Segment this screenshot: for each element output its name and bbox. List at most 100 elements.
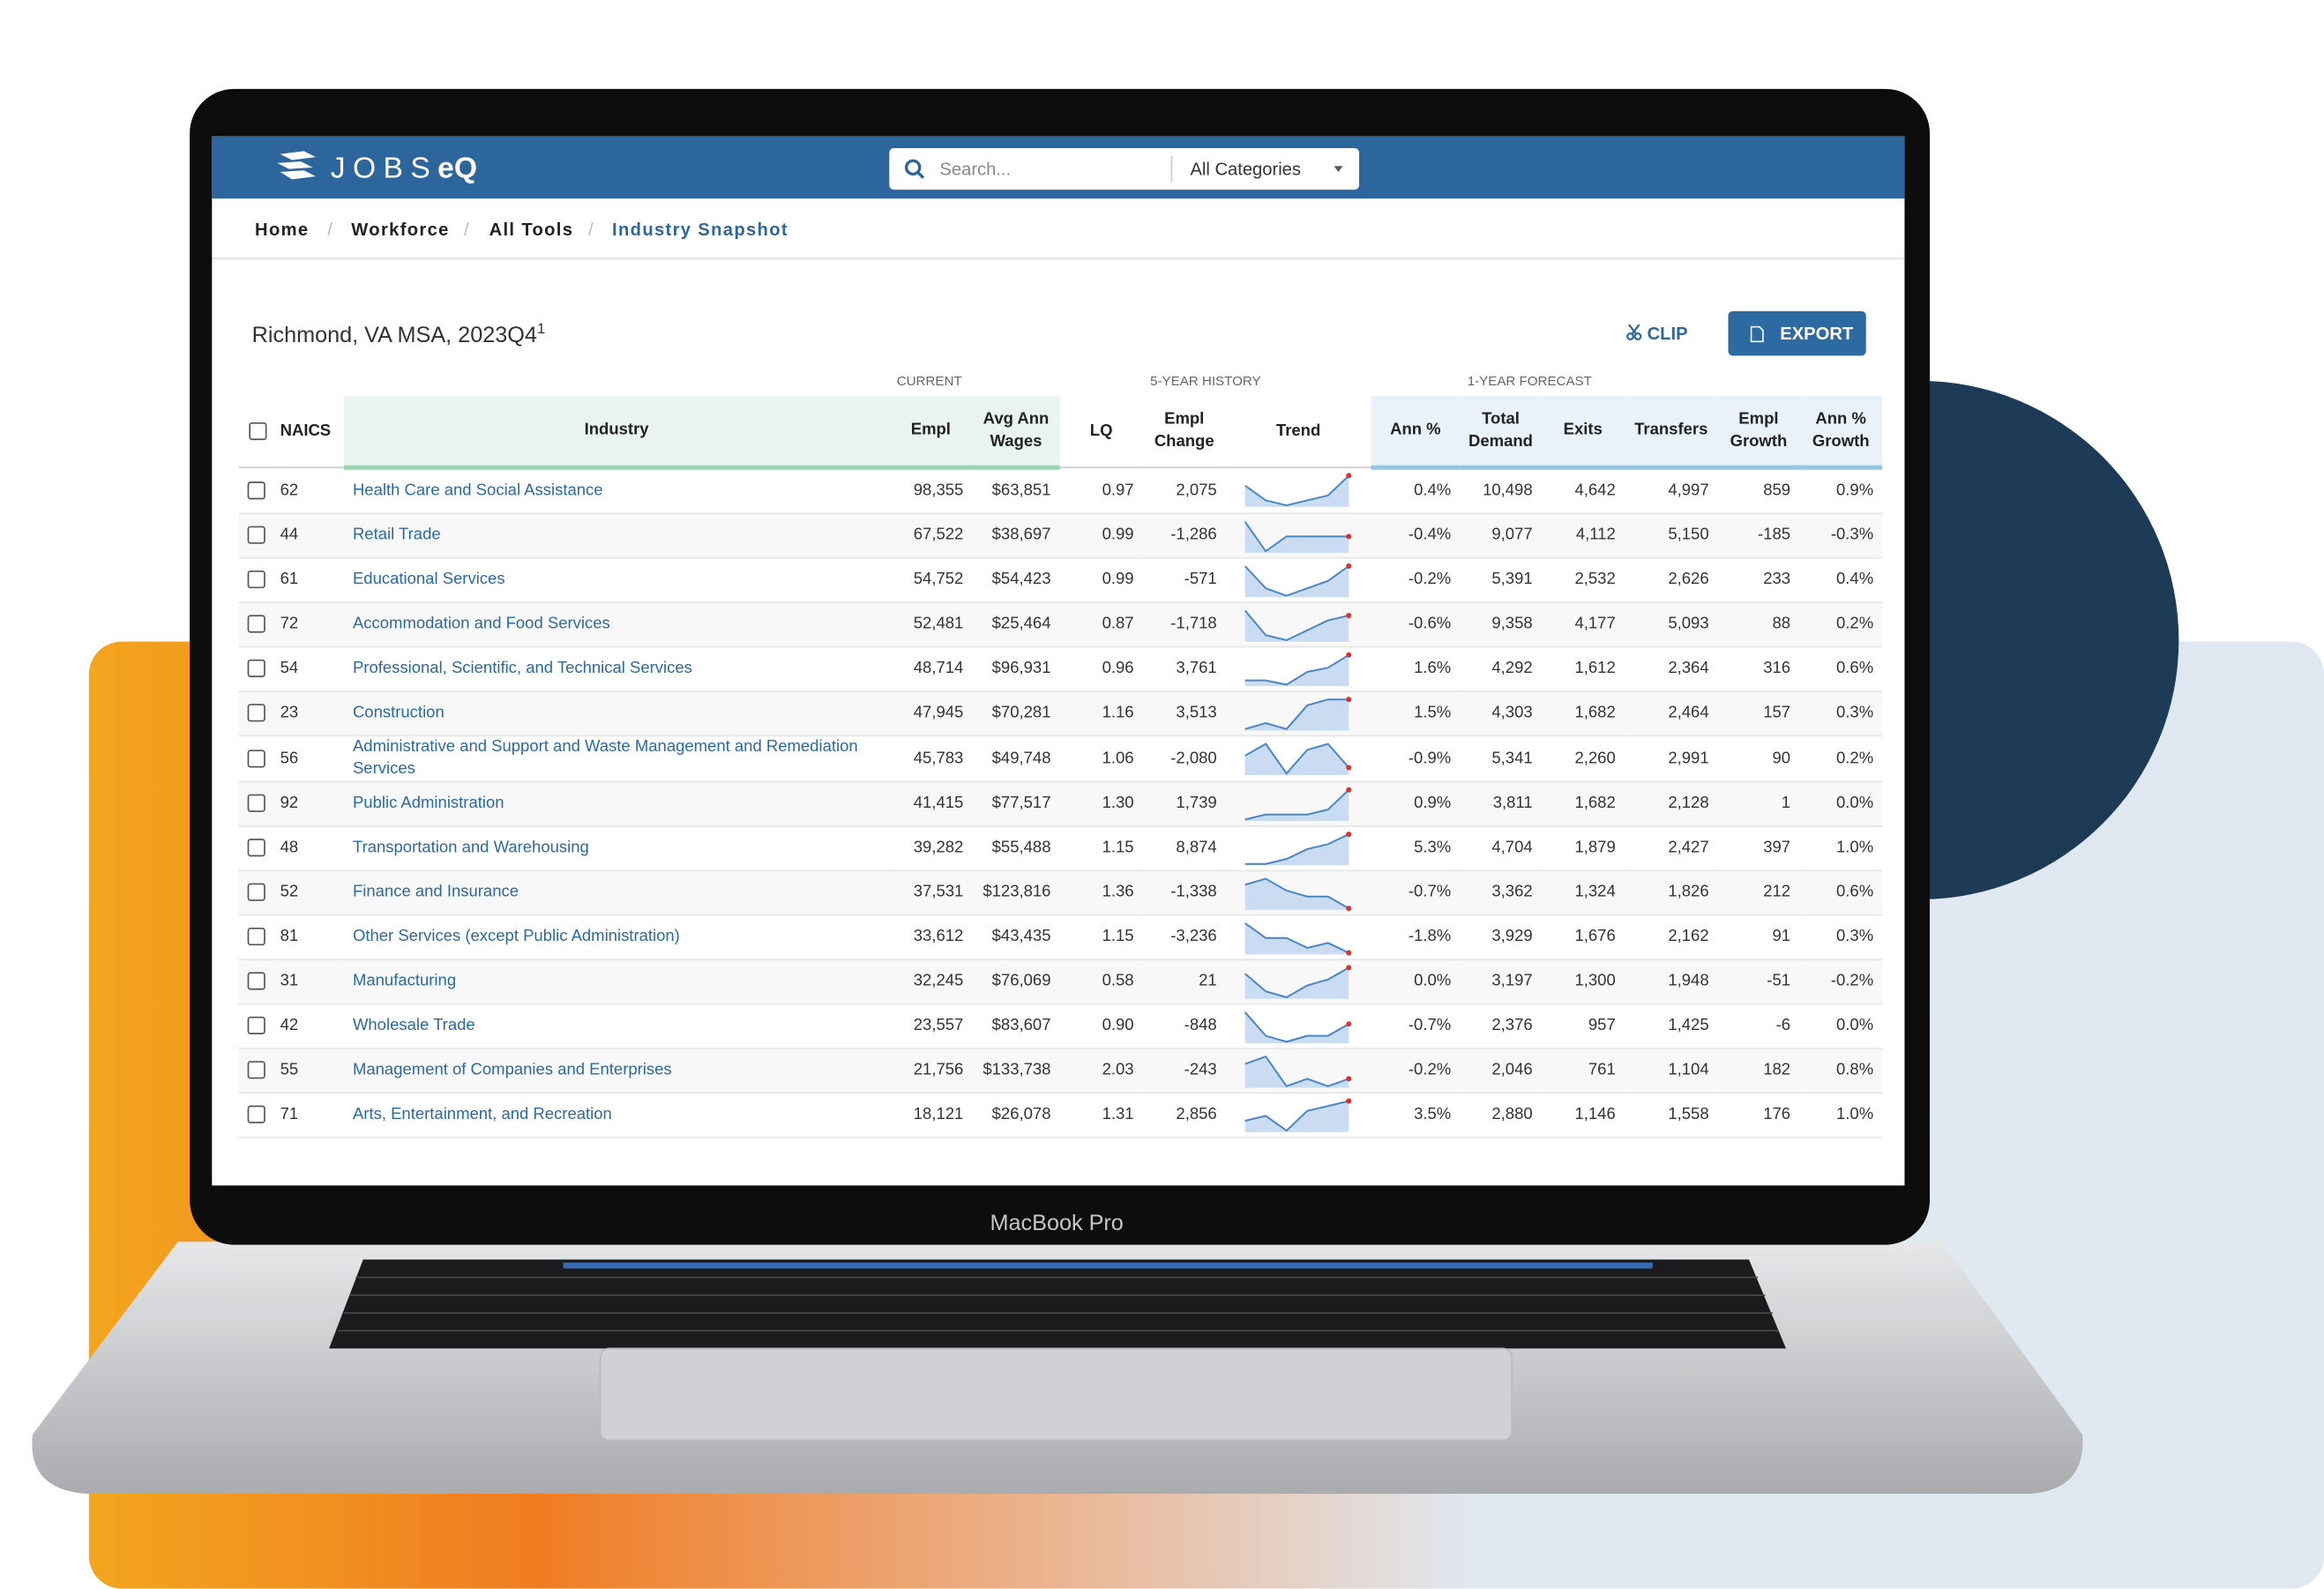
cell-value: 4,292 <box>1460 646 1542 692</box>
industry-table: NAICS Industry Empl Avg Ann Wages LQ Empl Cha… <box>238 395 1883 1138</box>
checkbox[interactable] <box>247 659 265 678</box>
naics-code: 56 <box>275 735 344 783</box>
trend-cell <box>1225 690 1371 737</box>
column-header: Empl <box>889 395 973 470</box>
cell-value: -1,286 <box>1142 513 1226 559</box>
cell-value: 1,104 <box>1624 1048 1718 1094</box>
industry-link[interactable]: Wholesale Trade <box>343 1003 890 1049</box>
cell-value: 5,341 <box>1460 735 1542 783</box>
cell-value: 41,415 <box>889 781 973 827</box>
sparkline-line <box>1244 1011 1349 1042</box>
checkbox[interactable] <box>247 1016 265 1035</box>
cell-value: $26,078 <box>972 1093 1060 1138</box>
cell-value: -3,236 <box>1142 914 1226 960</box>
industry-link[interactable]: Public Administration <box>343 781 890 827</box>
cell-value: -185 <box>1717 513 1800 559</box>
industry-link[interactable]: Retail Trade <box>343 513 890 559</box>
cell-value: 0.6% <box>1799 870 1883 916</box>
breadcrumb[interactable]: Home <box>255 219 310 241</box>
industry-link[interactable]: Educational Services <box>343 557 890 603</box>
dropdown-caret <box>1334 166 1343 172</box>
cell-value: $54,423 <box>972 557 1060 603</box>
sparkline-line <box>1244 832 1349 864</box>
checkbox[interactable] <box>247 794 265 813</box>
cell-value: 957 <box>1541 1003 1625 1049</box>
cell-value: 5,093 <box>1624 602 1718 648</box>
industry-link[interactable]: Accommodation and Food Services <box>343 602 890 648</box>
cell-value: 0.99 <box>1059 513 1143 559</box>
naics-code: 52 <box>275 870 344 916</box>
cell-value: -0.6% <box>1371 602 1461 648</box>
cell-value: 0.58 <box>1059 959 1143 1005</box>
checkbox[interactable] <box>247 883 265 901</box>
checkbox[interactable] <box>247 704 265 722</box>
cell-value: 10,498 <box>1460 467 1542 515</box>
table-row: 54 Professional, Scientific, and Technica… <box>238 646 1883 692</box>
industry-link[interactable]: Arts, Entertainment, and Recreation <box>343 1093 890 1138</box>
checkbox[interactable] <box>248 421 266 440</box>
industry-link[interactable]: Transportation and Warehousing <box>343 825 890 872</box>
checkbox[interactable] <box>247 481 265 499</box>
table-row: 42 Wholesale Trade 23,557 $83,607 0.90 -848 -0… <box>238 1003 1883 1049</box>
cell-value: -0.2% <box>1371 1048 1461 1094</box>
breadcrumb[interactable]: All Tools <box>489 219 574 241</box>
table-row: 72 Accommodation and Food Services 52,481 $… <box>238 602 1883 648</box>
naics-code: 81 <box>275 914 344 960</box>
naics-code: 92 <box>275 781 344 827</box>
cell-value: 0.8% <box>1799 1048 1883 1094</box>
sparkline-line <box>1244 1099 1349 1131</box>
checkbox[interactable] <box>247 571 265 589</box>
checkbox[interactable] <box>247 972 265 990</box>
trend-cell <box>1225 825 1371 872</box>
sparkline-line <box>1244 564 1349 596</box>
cell-value: 21 <box>1142 959 1226 1005</box>
cell-value: 2,260 <box>1541 735 1625 783</box>
cell-value: $83,607 <box>972 1003 1060 1049</box>
clip-button[interactable]: CLIP <box>1626 323 1688 344</box>
industry-link[interactable]: Construction <box>343 690 890 737</box>
trend-cell <box>1225 1093 1371 1138</box>
breadcrumb[interactable]: Workforce <box>351 219 450 241</box>
cell-value: -6 <box>1717 1003 1800 1049</box>
checkbox[interactable] <box>247 526 265 544</box>
column-header: Trend <box>1225 395 1371 469</box>
category-select[interactable]: All Categories <box>1190 158 1301 180</box>
checkbox[interactable] <box>247 839 265 857</box>
search-box[interactable]: Search... All Categories <box>889 148 1360 190</box>
cell-value: 2,427 <box>1624 825 1718 872</box>
checkbox[interactable] <box>247 749 265 767</box>
industry-link[interactable]: Finance and Insurance <box>343 870 890 916</box>
cell-value: 4,997 <box>1624 467 1718 515</box>
trend-cell <box>1225 513 1371 559</box>
industry-link[interactable]: Management of Companies and Enterprises <box>343 1048 890 1094</box>
cell-value: 52,481 <box>889 602 973 648</box>
sparkline-area <box>1244 1011 1349 1043</box>
cell-value: 233 <box>1717 557 1800 603</box>
checkbox[interactable] <box>247 1061 265 1079</box>
cell-value: 3,197 <box>1460 959 1542 1005</box>
industry-link[interactable]: Administrative and Support and Waste Man… <box>343 735 890 783</box>
checkbox-cell <box>238 1093 276 1138</box>
sparkline-line <box>1244 877 1349 909</box>
cell-value: 33,612 <box>889 914 973 960</box>
sparkline-end <box>1346 831 1352 837</box>
sparkline <box>1244 1097 1352 1132</box>
cell-value: 90 <box>1717 735 1800 783</box>
checkbox[interactable] <box>247 615 265 633</box>
export-button[interactable]: EXPORT <box>1728 310 1866 356</box>
checkbox[interactable] <box>247 1105 265 1123</box>
cell-value: 0.2% <box>1799 602 1883 648</box>
industry-link[interactable]: Manufacturing <box>343 959 890 1005</box>
industry-link[interactable]: Health Care and Social Assistance <box>343 467 890 515</box>
cell-value: 0.90 <box>1059 1003 1143 1049</box>
cell-value: 0.6% <box>1799 646 1883 692</box>
sparkline-area <box>1244 475 1349 507</box>
sparkline-end <box>1346 1075 1352 1081</box>
cell-value: 397 <box>1717 825 1800 872</box>
checkbox-cell <box>238 914 276 960</box>
industry-link[interactable]: Other Services (except Public Administra… <box>343 914 890 960</box>
checkbox[interactable] <box>247 928 265 946</box>
cell-value: 1,300 <box>1541 959 1625 1005</box>
industry-link[interactable]: Professional, Scientific, and Technical … <box>343 646 890 692</box>
table-row: 62 Health Care and Social Assistance 98,35… <box>238 467 1883 515</box>
